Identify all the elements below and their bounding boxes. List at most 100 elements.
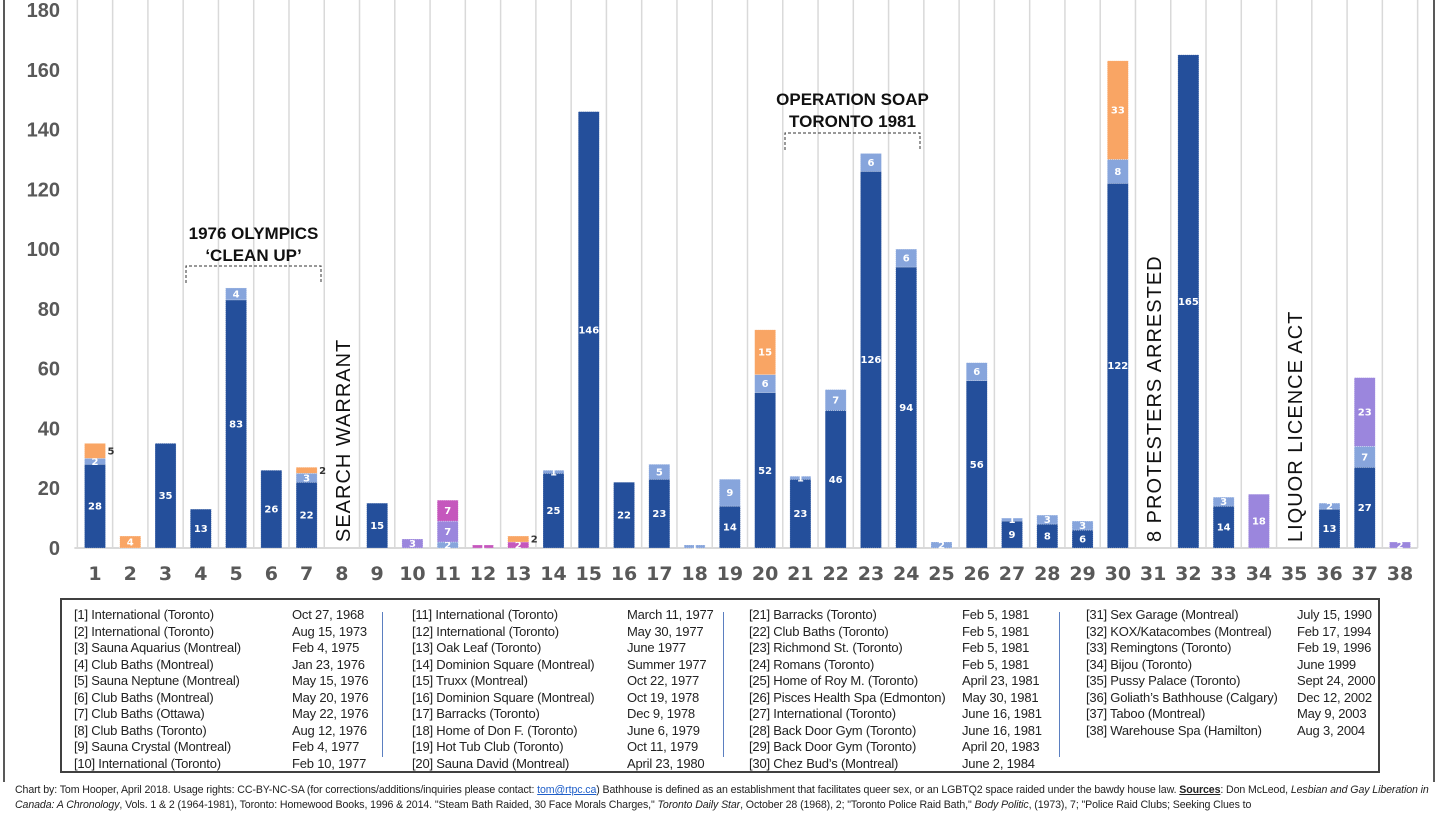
raid-date: Feb 17, 1994 — [1297, 623, 1372, 639]
legend-row: [17] Barracks (Toronto) Dec 9, 1978 — [412, 706, 712, 723]
legend-row: [26] Pisces Health Spa (Edmonton) May 30,… — [749, 690, 1049, 707]
data-label: 9 — [1009, 530, 1016, 541]
raid-date: June 16, 1981 — [962, 722, 1042, 738]
data-label: 25 — [547, 506, 561, 517]
legend-row: [5] Sauna Neptune (Montreal) May 15, 1976 — [74, 673, 374, 690]
x-tick-label: 9 — [371, 563, 384, 585]
bar-segment — [401, 538, 424, 549]
data-label: 3 — [409, 539, 416, 550]
raid-date: Aug 12, 1976 — [292, 722, 367, 738]
y-tick-label: 100 — [27, 239, 60, 261]
bar-segment — [437, 499, 459, 522]
raid-location: [22] Club Baths (Toronto) — [749, 623, 889, 639]
data-label: 52 — [758, 466, 772, 477]
raid-location: [14] Dominion Square (Montreal) — [412, 656, 595, 672]
data-label: 1 — [797, 473, 804, 484]
data-label: 13 — [1322, 524, 1336, 535]
raid-location: [28] Back Door Gym (Toronto) — [749, 722, 917, 738]
bar-segment — [966, 362, 988, 381]
raid-location: [32] KOX/Katacombes (Montreal) — [1086, 623, 1272, 639]
legend-row: [19] Hot Tub Club (Toronto) Oct 11, 1979 — [412, 739, 712, 756]
bar-segment — [648, 464, 671, 480]
legend-row: [23] Richmond St. (Toronto) Feb 5, 1981 — [749, 640, 1049, 657]
raid-location: [3] Sauna Aquarius (Montreal) — [74, 640, 241, 655]
x-tick-label: 20 — [752, 563, 778, 585]
x-tick-label: 5 — [229, 563, 242, 585]
data-label: 14 — [1217, 523, 1231, 534]
data-label: 23 — [652, 509, 666, 520]
legend-row: [37] Taboo (Montreal) May 9, 2003 — [1086, 706, 1386, 723]
x-tick-label: 36 — [1316, 563, 1342, 585]
legend-row: [21] Barracks (Toronto) Feb 5, 1981 — [749, 607, 1049, 624]
raid-location: [13] Oak Leaf (Toronto) — [412, 640, 542, 655]
legend-row: [11] International (Toronto) March 11, 19… — [412, 607, 714, 624]
legend-row: [1] International (Toronto) Oct 27, 1968 — [74, 607, 374, 624]
data-label: 5 — [108, 446, 115, 457]
bar-segment — [542, 470, 565, 474]
raid-date: May 30, 1977 — [627, 623, 704, 639]
legend-row: [3] Sauna Aquarius (Montreal) Feb 4, 1975 — [74, 640, 374, 657]
raid-location: [8] Club Baths (Toronto) — [74, 722, 207, 738]
data-label: 33 — [1111, 106, 1125, 117]
x-tick-label: 34 — [1246, 563, 1272, 585]
raid-location: [35] Pussy Palace (Toronto) — [1086, 673, 1241, 688]
legend-row: [6] Club Baths (Montreal) May 20, 1976 — [74, 690, 374, 707]
raid-legend-table: [1] International (Toronto) Oct 27, 1968[… — [60, 598, 1380, 773]
bar-segment — [366, 502, 388, 549]
data-label: 15 — [758, 348, 772, 359]
footer-text: , Vols. 1 & 2 (1964-1981), Toronto: Home… — [119, 799, 658, 811]
x-tick-label: 37 — [1352, 563, 1378, 585]
raid-date: May 15, 1976 — [292, 673, 369, 688]
y-tick-label: 40 — [38, 418, 60, 440]
raid-location: [12] International (Toronto) — [412, 623, 559, 639]
x-tick-label: 3 — [159, 563, 172, 585]
y-tick-label: 140 — [27, 120, 60, 142]
raid-date: Feb 19, 1996 — [1297, 640, 1372, 655]
annotation-olympics-line2: ‘CLEAN UP’ — [205, 246, 301, 265]
legend-row: [18] Home of Don F. (Toronto) June 6, 197… — [412, 723, 712, 740]
bar-segment — [754, 392, 776, 549]
bar-segment — [1071, 520, 1094, 531]
raid-location: [26] Pisces Health Spa (Edmonton) — [749, 689, 946, 705]
raid-location: [10] International (Toronto) — [74, 755, 221, 771]
x-tick-label: 35 — [1281, 563, 1307, 585]
legend-row: [25] Home of Roy M. (Toronto) April 23, 1… — [749, 673, 1049, 690]
raid-location: [27] International (Toronto) — [749, 706, 896, 721]
bar-segment — [1212, 496, 1235, 507]
raid-date: June 6, 1979 — [627, 722, 700, 738]
data-label: 1 — [550, 467, 557, 478]
data-label: 4 — [233, 289, 240, 300]
x-tick-label: 14 — [540, 563, 566, 585]
y-tick-label: 120 — [27, 179, 60, 201]
x-tick-label: 30 — [1105, 563, 1131, 585]
x-tick-label: 18 — [681, 563, 707, 585]
data-label: 13 — [194, 524, 208, 535]
legend-row: [16] Dominion Square (Montreal) Oct 19, 1… — [412, 690, 712, 707]
raid-location: [36] Goliath’s Bathhouse (Calgary) — [1086, 689, 1278, 705]
legend-row: [33] Remingtons (Toronto) Feb 19, 1996 — [1086, 640, 1386, 657]
source-title: Lesbian and Gay Liberation in Canada: A … — [15, 784, 1429, 811]
raid-date: Aug 3, 2004 — [1297, 722, 1365, 738]
bar-segment — [84, 443, 106, 459]
bar-segment — [507, 535, 529, 543]
source-title: Toronto Daily Star — [657, 799, 741, 811]
raid-date: Aug 15, 1973 — [292, 623, 367, 639]
chart-frame — [3, 0, 1435, 782]
x-tick-label: 13 — [505, 563, 531, 585]
bar-segment — [895, 248, 917, 268]
x-tick-label: 11 — [434, 563, 460, 585]
data-label: 9 — [726, 488, 733, 499]
y-tick-label: 80 — [38, 299, 60, 321]
data-label: 3 — [1044, 515, 1051, 526]
raid-date: April 23, 1980 — [627, 755, 705, 771]
annotation-bracket — [185, 265, 322, 283]
data-label: 23 — [793, 509, 807, 520]
bar-segment — [754, 329, 776, 375]
data-label: 8 — [1044, 532, 1051, 543]
contact-email-link[interactable]: tom@rtpc.ca — [537, 784, 597, 796]
bar-segment — [1389, 541, 1411, 549]
data-label: 6 — [1079, 535, 1086, 546]
raid-location: [19] Hot Tub Club (Toronto) — [412, 739, 564, 754]
raid-location: [2] International (Toronto) — [74, 623, 214, 639]
x-tick-label: 27 — [999, 563, 1025, 585]
